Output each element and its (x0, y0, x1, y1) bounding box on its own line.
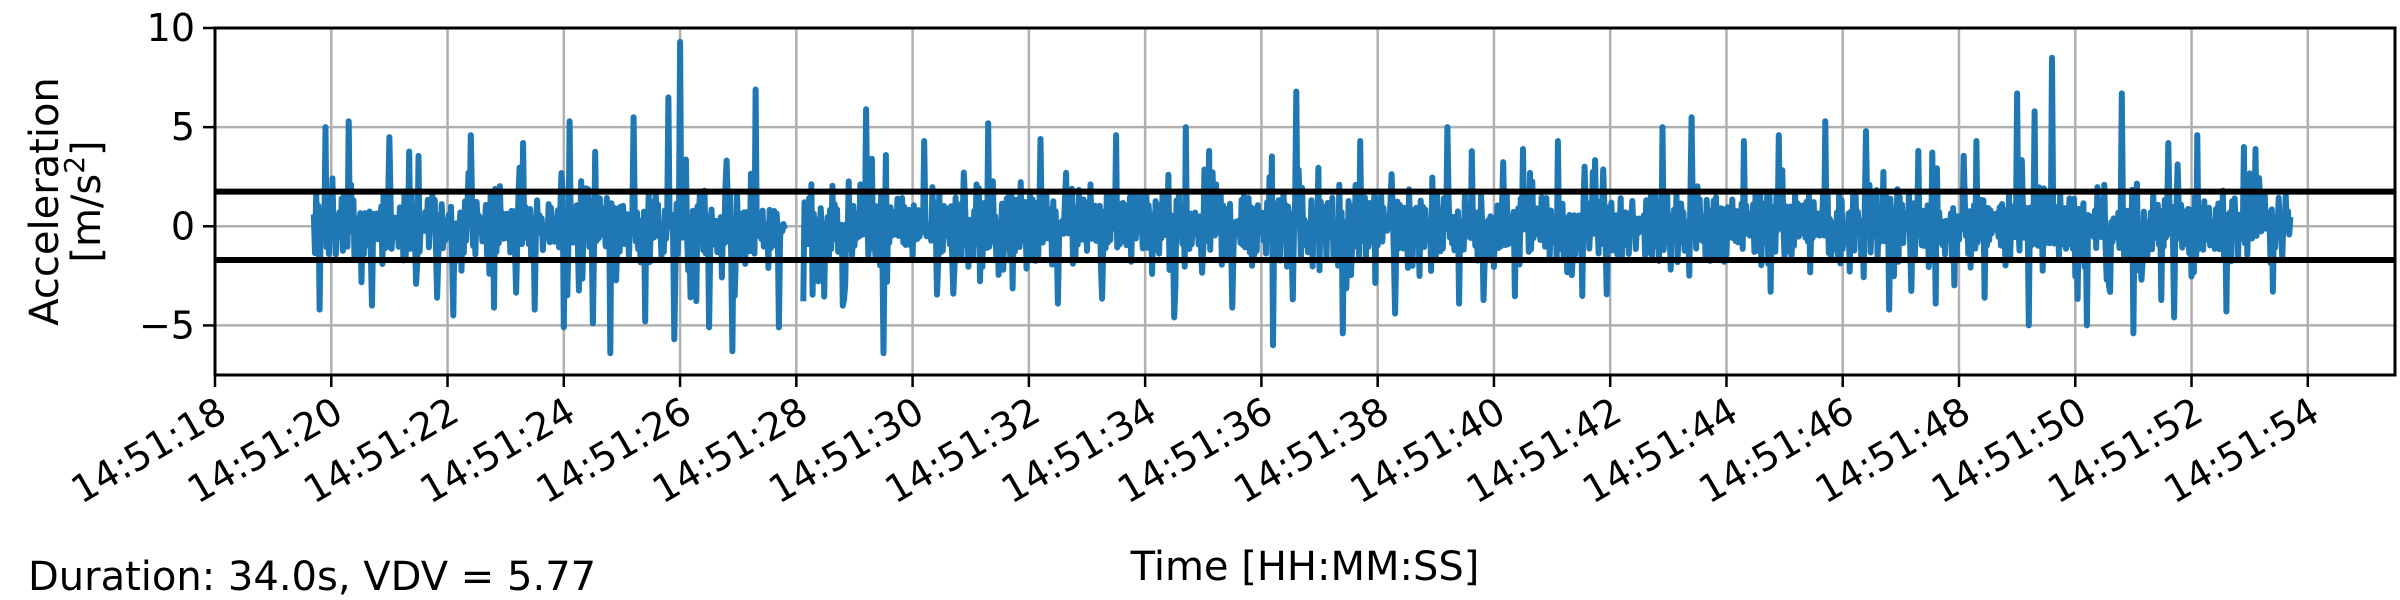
y-axis-label-line1: Acceleration (22, 77, 68, 326)
y-tick-label: 0 (171, 204, 195, 248)
y-tick-label: 5 (171, 105, 195, 149)
reference-lines (215, 188, 2395, 263)
plot-frame (213, 26, 2397, 377)
x-axis-label: Time [HH:MM:SS] (1130, 544, 1480, 590)
y-axis-unit-close: ] (64, 140, 110, 156)
y-axis-unit-exponent: 2 (58, 156, 91, 174)
duration-vdv-note: Duration: 34.0s, VDV = 5.77 (28, 554, 596, 600)
acceleration-series-line (310, 38, 2294, 357)
y-axis-unit-base: [m/s (64, 174, 110, 263)
y-tick-label: −5 (139, 303, 195, 347)
series-layer (310, 38, 2294, 357)
y-tick-label: 10 (147, 6, 195, 50)
y-axis-label-line2: [m/s2] (58, 140, 111, 262)
